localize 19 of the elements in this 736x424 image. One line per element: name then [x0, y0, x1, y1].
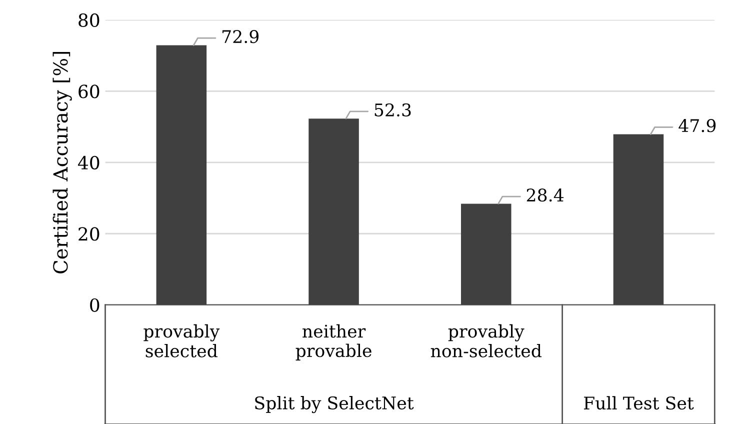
bar: [156, 45, 207, 305]
data-label: 52.3: [374, 103, 411, 116]
x-tick-label: provably selected: [144, 324, 220, 358]
data-label: 28.4: [526, 188, 564, 202]
text: Full Test Set: [584, 396, 694, 410]
x-tick-label: provably non-selected: [430, 324, 542, 358]
x-tick-label: neither provable: [296, 324, 372, 361]
text: Split by SelectNet: [255, 396, 414, 414]
y-tick-label: 80: [78, 13, 100, 28]
y-axis-title: Certified Accuracy [%]: [52, 52, 72, 274]
data-label: 47.9: [678, 119, 716, 132]
bar: [460, 204, 512, 305]
y-tick-label: 40: [78, 156, 100, 170]
y-tick-label: 0: [90, 298, 100, 312]
bar: [308, 118, 359, 305]
y-tick-label: 20: [78, 227, 100, 241]
data-label: 72.9: [222, 30, 259, 44]
y-tick-label: 60: [78, 84, 100, 98]
bar: [613, 134, 664, 305]
